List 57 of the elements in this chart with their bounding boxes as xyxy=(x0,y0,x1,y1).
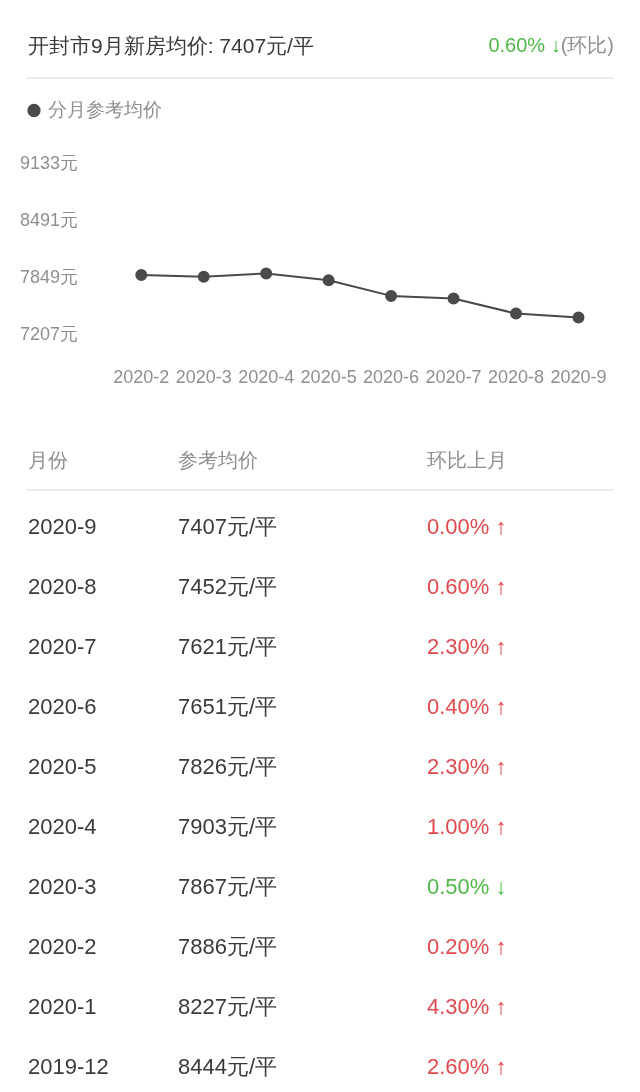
text: 7452元/平 xyxy=(178,574,278,599)
text: 7651元/平 xyxy=(178,694,278,719)
text: 1.00% ↑ xyxy=(427,814,507,839)
text: 7867元/平 xyxy=(178,874,278,899)
text: 2020-5 xyxy=(28,754,97,779)
text: 4.30% ↑ xyxy=(427,994,507,1019)
x-tick-label: 2020-7 xyxy=(425,367,482,388)
text: 2020-9 xyxy=(28,514,97,539)
y-tick-label: 9133元 xyxy=(20,152,79,173)
text: 2.30% ↑ xyxy=(427,754,507,779)
text: 8227元/平 xyxy=(178,994,278,1019)
point xyxy=(510,307,523,320)
text: (环比) xyxy=(560,34,614,56)
text: 7826元/平 xyxy=(178,754,278,779)
text: 2.60% ↑ xyxy=(427,1054,507,1079)
point xyxy=(260,267,273,280)
text: 2019-12 xyxy=(28,1054,109,1079)
text: 0.00% ↑ xyxy=(427,514,507,539)
text: 7407元/平 xyxy=(178,514,278,539)
chart-title: 开封市9月新房均价: 7407元/平 xyxy=(27,32,314,59)
text: 2020-3 xyxy=(28,874,97,899)
text: 0.40% ↑ xyxy=(427,694,507,719)
point xyxy=(572,311,585,324)
point xyxy=(197,270,210,283)
text: 0.60% ↑ xyxy=(427,574,507,599)
text: 0.20% ↑ xyxy=(427,934,507,959)
text: 2020-2 xyxy=(28,934,97,959)
x-tick-label: 2020-5 xyxy=(300,367,357,388)
point xyxy=(385,289,398,302)
text: 2020-8 xyxy=(28,574,97,599)
text: 2020-1 xyxy=(28,994,97,1019)
x-tick-label: 2020-2 xyxy=(113,367,170,388)
y-tick-label: 7849元 xyxy=(20,267,79,288)
x-tick-label: 2020-6 xyxy=(363,367,420,388)
text: 8444元/平 xyxy=(178,1054,278,1079)
text: 7621元/平 xyxy=(178,634,278,659)
text: 月份 xyxy=(28,448,68,471)
x-tick-label: 2020-4 xyxy=(238,367,295,388)
text: 0.50% ↓ xyxy=(427,874,507,899)
text: 7886元/平 xyxy=(178,934,278,959)
point xyxy=(135,268,148,281)
y-tick-label: 7207元 xyxy=(20,324,79,345)
text: 2020-7 xyxy=(28,634,97,659)
text: 环比上月 xyxy=(427,448,507,471)
x-tick-label: 2020-8 xyxy=(487,367,545,388)
x-tick-label: 2020-9 xyxy=(550,367,607,388)
text: 2020-4 xyxy=(28,814,97,839)
text: 2.30% ↑ xyxy=(427,634,507,659)
text: 2020-6 xyxy=(28,694,97,719)
point xyxy=(322,274,335,287)
point xyxy=(447,292,460,305)
text: 参考均价 xyxy=(178,448,258,471)
x-tick-label: 2020-3 xyxy=(175,367,232,388)
y-tick-label: 8491元 xyxy=(20,210,79,231)
legend-label: 分月参考均价 xyxy=(47,98,162,120)
text: 0.60% ↓ xyxy=(488,34,561,56)
text: 7903元/平 xyxy=(178,814,278,839)
